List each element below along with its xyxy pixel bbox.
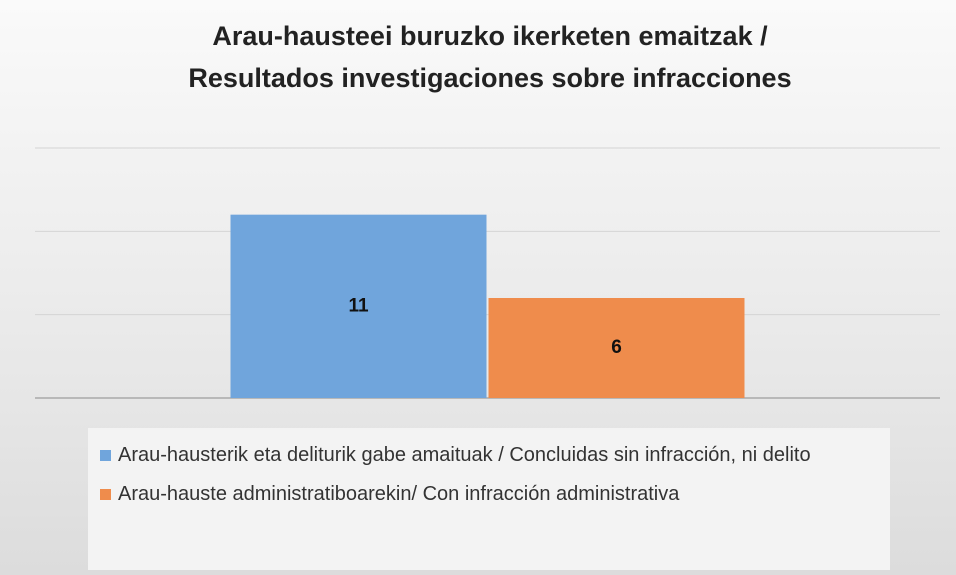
bar bbox=[230, 214, 487, 398]
data-label: 11 bbox=[348, 295, 369, 316]
legend-label: Arau-hausterik eta deliturik gabe amaitu… bbox=[118, 444, 811, 466]
legend-label: Arau-hauste administratiboarekin/ Con in… bbox=[118, 483, 680, 505]
legend-swatch bbox=[100, 450, 111, 461]
legend: Arau-hausterik eta deliturik gabe amaitu… bbox=[88, 428, 890, 570]
bar bbox=[488, 298, 745, 398]
legend-swatch bbox=[100, 489, 111, 500]
chart-title: Arau-hausteei buruzko ikerketen emaitzak… bbox=[212, 21, 768, 51]
legend-entry: Arau-hauste administratiboarekin/ Con in… bbox=[100, 477, 890, 512]
legend-entry: Arau-hausterik eta deliturik gabe amaitu… bbox=[100, 438, 890, 473]
chart-title: Resultados investigaciones sobre infracc… bbox=[188, 63, 791, 93]
data-label: 6 bbox=[611, 337, 622, 358]
